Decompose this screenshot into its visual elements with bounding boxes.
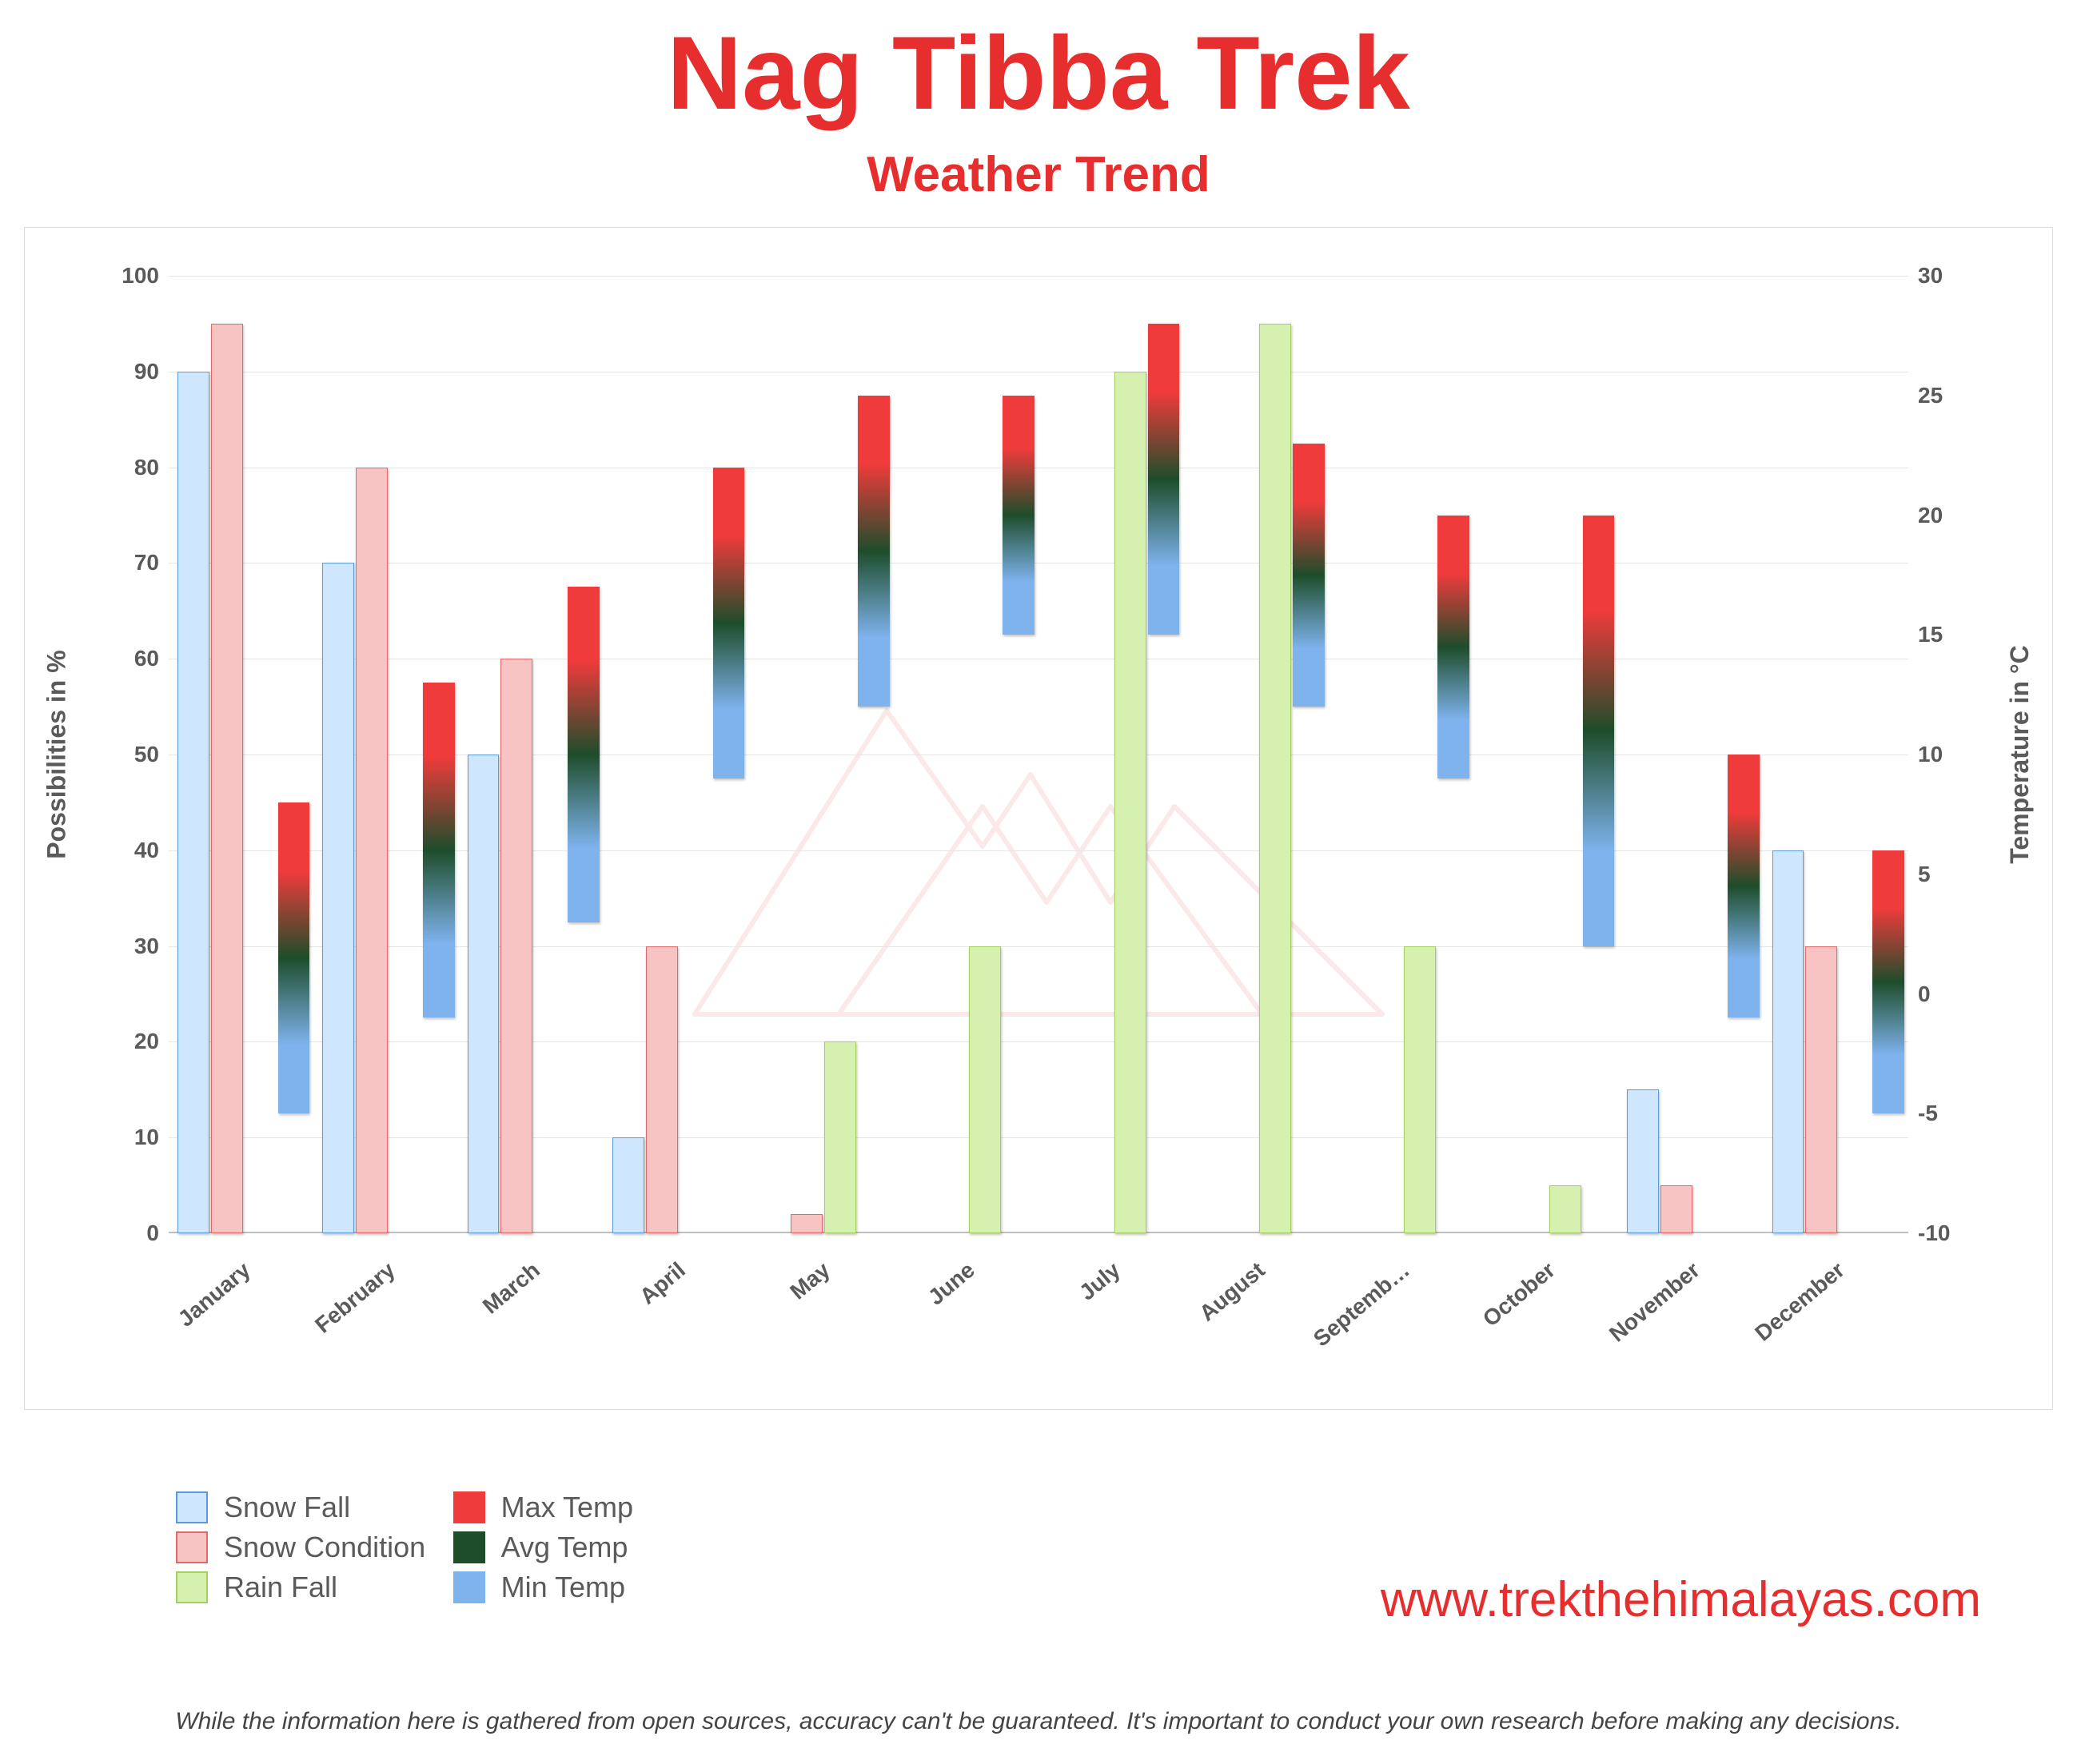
bar-rainfall — [969, 946, 1001, 1233]
y-tick-right: 10 — [1918, 742, 1964, 767]
disclaimer-text: While the information here is gathered f… — [0, 1708, 2077, 1735]
bar-snowcondition — [646, 946, 678, 1233]
bar-temperature — [568, 587, 600, 922]
bar-rainfall — [1114, 372, 1146, 1233]
bar-rainfall — [1549, 1185, 1581, 1233]
y-axis-right-label: Temperature in °C — [2006, 645, 2035, 864]
bar-snowfall — [177, 372, 209, 1233]
bar-temperature — [713, 468, 745, 778]
legend-swatch — [176, 1571, 208, 1603]
page: Nag Tibba Trek Weather Trend Possibiliti… — [0, 16, 2077, 1764]
website-url: www.trekthehimalayas.com — [1381, 1571, 1981, 1628]
y-tick-left: 90 — [113, 359, 159, 384]
legend-column-2: Max Temp Avg Temp Min Temp — [453, 1484, 633, 1611]
legend-swatch — [176, 1491, 208, 1523]
x-tick-label: July — [986, 1257, 1125, 1380]
legend-label: Snow Condition — [224, 1531, 425, 1564]
bar-temperature — [1003, 396, 1035, 635]
x-tick-label: June — [841, 1257, 980, 1380]
bar-rainfall — [1259, 324, 1291, 1233]
bar-temperature — [278, 802, 310, 1113]
bar-snowfall — [1772, 850, 1804, 1233]
bar-snowfall — [1627, 1089, 1659, 1233]
y-tick-left: 50 — [113, 742, 159, 767]
plot-area: Possibilities in % Temperature in °C 010… — [169, 276, 1908, 1233]
legend-label: Max Temp — [501, 1491, 633, 1524]
page-subtitle: Weather Trend — [0, 146, 2077, 203]
y-tick-left: 20 — [113, 1029, 159, 1054]
bar-snowfall — [322, 563, 354, 1233]
bar-snowcondition — [1660, 1185, 1692, 1233]
x-tick-label: January — [116, 1257, 255, 1380]
x-tick-label: March — [406, 1257, 545, 1380]
legend-label: Rain Fall — [224, 1571, 337, 1604]
y-tick-right: 30 — [1918, 263, 1964, 289]
y-tick-right: 5 — [1918, 862, 1964, 887]
bar-temperature — [1728, 755, 1760, 1017]
y-tick-right: 20 — [1918, 503, 1964, 528]
bar-snowfall — [468, 755, 500, 1233]
x-tick-label: May — [696, 1257, 835, 1380]
legend-item: Snow Fall — [176, 1491, 425, 1524]
y-tick-left: 40 — [113, 838, 159, 863]
bar-snowcondition — [211, 324, 243, 1233]
page-title: Nag Tibba Trek — [0, 16, 2077, 130]
bar-rainfall — [824, 1041, 856, 1233]
bar-snowcondition — [791, 1214, 823, 1233]
legend-item: Min Temp — [453, 1571, 633, 1604]
bar-rainfall — [1404, 946, 1436, 1233]
chart-container: Possibilities in % Temperature in °C 0 10… — [24, 227, 2053, 1410]
legend-swatch — [453, 1531, 485, 1563]
x-tick-label: December — [1711, 1257, 1850, 1380]
x-tick-label: April — [551, 1257, 690, 1380]
y-tick-left: 80 — [113, 455, 159, 480]
y-tick-left: 70 — [113, 550, 159, 575]
y-tick-left: 30 — [113, 934, 159, 959]
y-tick-left: 100 — [113, 263, 159, 289]
bar-snowfall — [612, 1137, 644, 1233]
legend-swatch — [453, 1491, 485, 1523]
legend-column-1: Snow Fall Snow Condition Rain Fall — [176, 1484, 425, 1611]
y-axis-left-label: Possibilities in % — [42, 650, 72, 858]
y-tick-left: 0 — [113, 1220, 159, 1246]
legend-swatch — [176, 1531, 208, 1563]
bar-temperature — [1872, 850, 1904, 1113]
y-tick-right: 15 — [1918, 622, 1964, 647]
y-tick-left: 10 — [113, 1125, 159, 1150]
legend-label: Avg Temp — [501, 1531, 628, 1564]
bar-temperature — [1293, 444, 1325, 707]
bar-snowcondition — [356, 468, 388, 1233]
legend-label: Min Temp — [501, 1571, 625, 1604]
legend-swatch — [453, 1571, 485, 1603]
legend-item: Snow Condition — [176, 1531, 425, 1564]
bar-temperature — [1148, 324, 1180, 635]
legend-item: Max Temp — [453, 1491, 633, 1524]
y-tick-left: 60 — [113, 646, 159, 671]
legend-item: Rain Fall — [176, 1571, 425, 1604]
y-tick-right: 0 — [1918, 982, 1964, 1007]
y-tick-right: 25 — [1918, 383, 1964, 408]
bar-temperature — [1437, 516, 1469, 778]
x-tick-label: Septemb… — [1276, 1257, 1415, 1380]
bar-snowcondition — [1805, 946, 1837, 1233]
legend-label: Snow Fall — [224, 1491, 350, 1524]
gridline — [169, 276, 1908, 277]
bar-snowcondition — [500, 659, 532, 1233]
bar-temperature — [1583, 516, 1615, 946]
y-tick-right: -10 — [1918, 1220, 1964, 1246]
x-tick-label: February — [261, 1257, 401, 1380]
gridline — [169, 1041, 1908, 1042]
bar-temperature — [858, 396, 890, 707]
bar-temperature — [423, 683, 455, 1017]
x-tick-label: November — [1566, 1257, 1705, 1380]
x-tick-label: October — [1421, 1257, 1560, 1380]
y-tick-right: -5 — [1918, 1101, 1964, 1126]
x-tick-label: August — [1131, 1257, 1270, 1380]
legend-item: Avg Temp — [453, 1531, 633, 1564]
